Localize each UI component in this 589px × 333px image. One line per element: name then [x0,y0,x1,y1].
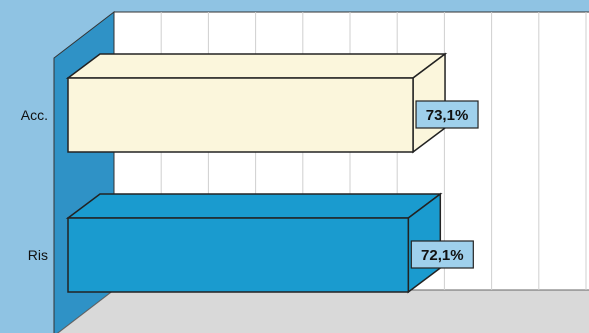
category-label: Acc. [21,107,48,123]
data-label-box [410,240,474,269]
bar-top-face [65,53,448,79]
bar-top-face [65,193,443,219]
data-label-box [415,100,479,129]
bar-front-face [67,217,410,293]
data-label: 72,1% [421,247,464,264]
bar-front-face [67,77,414,153]
bar-1 [65,192,443,294]
floor [57,289,589,333]
category-label: Ris [28,247,48,263]
labels: Acc. 73,1% Ris 72,1% [21,100,479,269]
bar-0 [65,52,448,154]
data-label: 73,1% [426,107,469,124]
